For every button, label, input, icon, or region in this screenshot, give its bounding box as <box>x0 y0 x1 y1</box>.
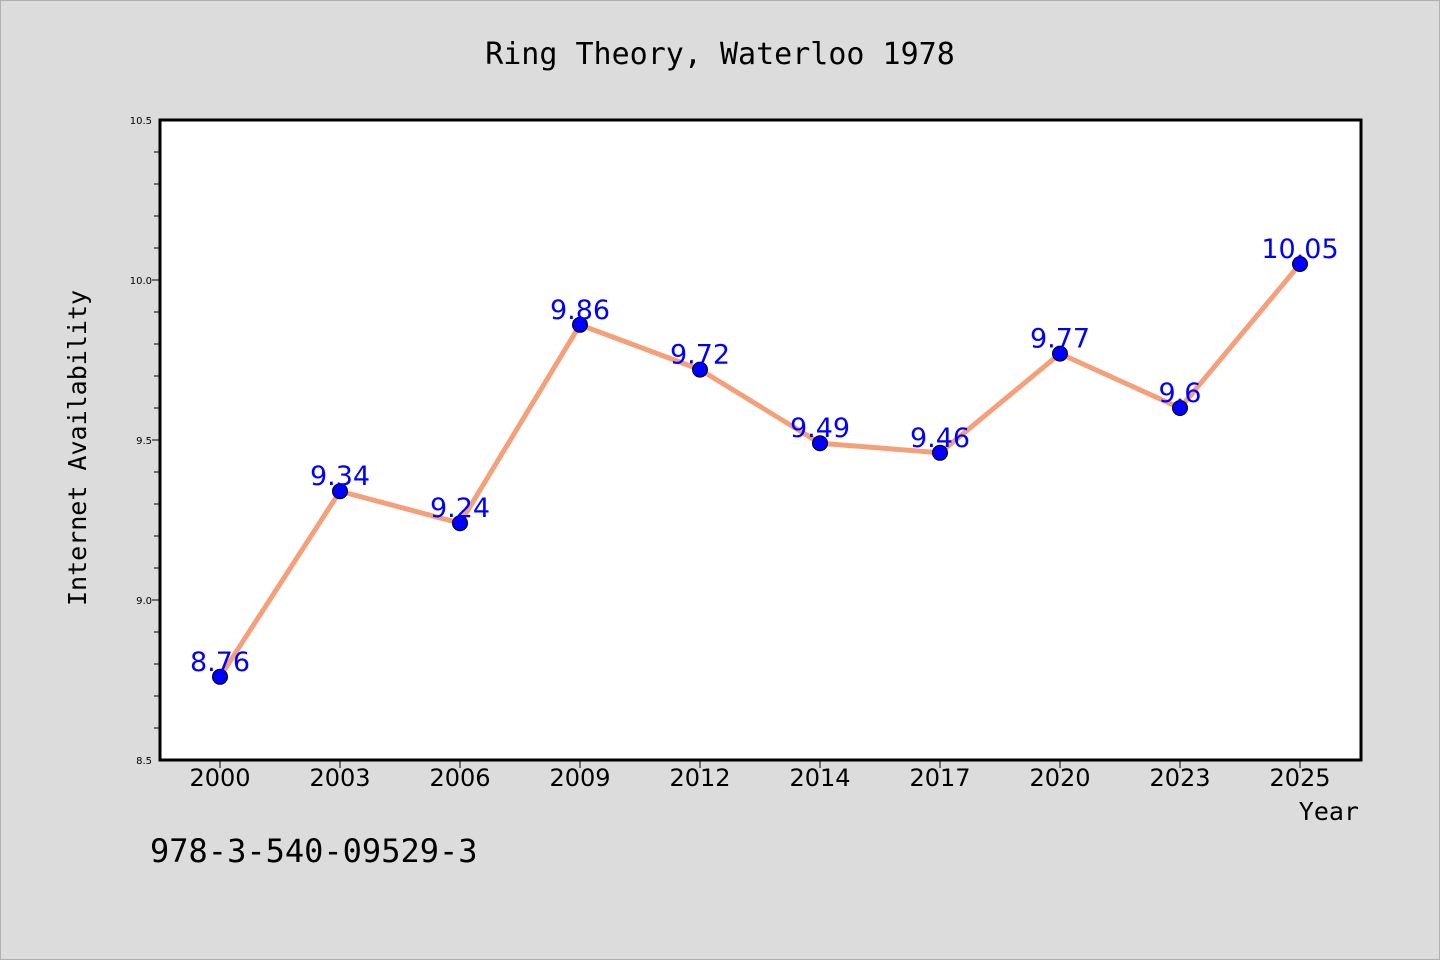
data-point <box>212 668 228 685</box>
data-point <box>572 316 588 333</box>
x-tick-label: 2009 <box>549 764 610 792</box>
data-point <box>812 435 828 452</box>
x-tick-label: 2020 <box>1029 764 1090 792</box>
data-point <box>692 361 708 378</box>
x-axis-label: Year <box>1299 797 1359 826</box>
x-axis: 2000 2003 2006 2009 2012 2014 2017 2020 2023 2025 <box>189 760 1331 792</box>
footer-code: 978-3-540-09529-3 <box>150 832 478 870</box>
data-label: 9.77 <box>1030 324 1090 355</box>
y-tick-label: 10.0 <box>130 276 152 287</box>
x-tick-label: 2012 <box>669 764 730 792</box>
data-label: 9.86 <box>550 295 610 326</box>
y-tick-label: 10.5 <box>130 116 152 127</box>
x-tick-label: 2017 <box>909 764 970 792</box>
data-label: 8.76 <box>190 647 250 678</box>
data-point <box>932 444 948 461</box>
data-point <box>452 515 468 532</box>
x-tick-label: 2003 <box>309 764 370 792</box>
data-label: 9.49 <box>790 413 850 444</box>
series-line <box>217 262 1302 679</box>
y-axis-label: Internet Availability <box>63 290 92 606</box>
y-tick-label: 8.5 <box>136 756 152 767</box>
data-point <box>332 483 348 500</box>
data-point <box>1292 256 1308 272</box>
plot-area <box>158 118 1363 762</box>
y-tick-label: 9.0 <box>136 596 152 607</box>
data-label: 9.46 <box>910 423 970 454</box>
y-axis: 8.5 9.0 9.5 10.0 10.5 <box>130 116 160 767</box>
data-label: 9.24 <box>430 493 490 524</box>
series-layer: 8.76 9.34 9.24 9.86 9.72 9.49 9.46 9.77 9.6 10.05 <box>190 234 1339 685</box>
x-tick-label: 2000 <box>189 764 250 792</box>
data-label: 9.6 <box>1159 378 1202 409</box>
chart-title: Ring Theory, Waterloo 1978 <box>485 37 955 72</box>
data-label: 9.34 <box>310 461 370 492</box>
x-tick-label: 2025 <box>1269 764 1330 792</box>
data-point <box>1052 345 1068 362</box>
data-label: 9.72 <box>670 340 730 371</box>
x-tick-label: 2014 <box>789 764 850 792</box>
y-tick-label: 9.5 <box>136 436 152 447</box>
data-point <box>1172 400 1188 416</box>
x-tick-label: 2006 <box>429 764 490 792</box>
x-tick-label: 2023 <box>1149 764 1210 792</box>
data-label: 10.05 <box>1261 234 1338 265</box>
